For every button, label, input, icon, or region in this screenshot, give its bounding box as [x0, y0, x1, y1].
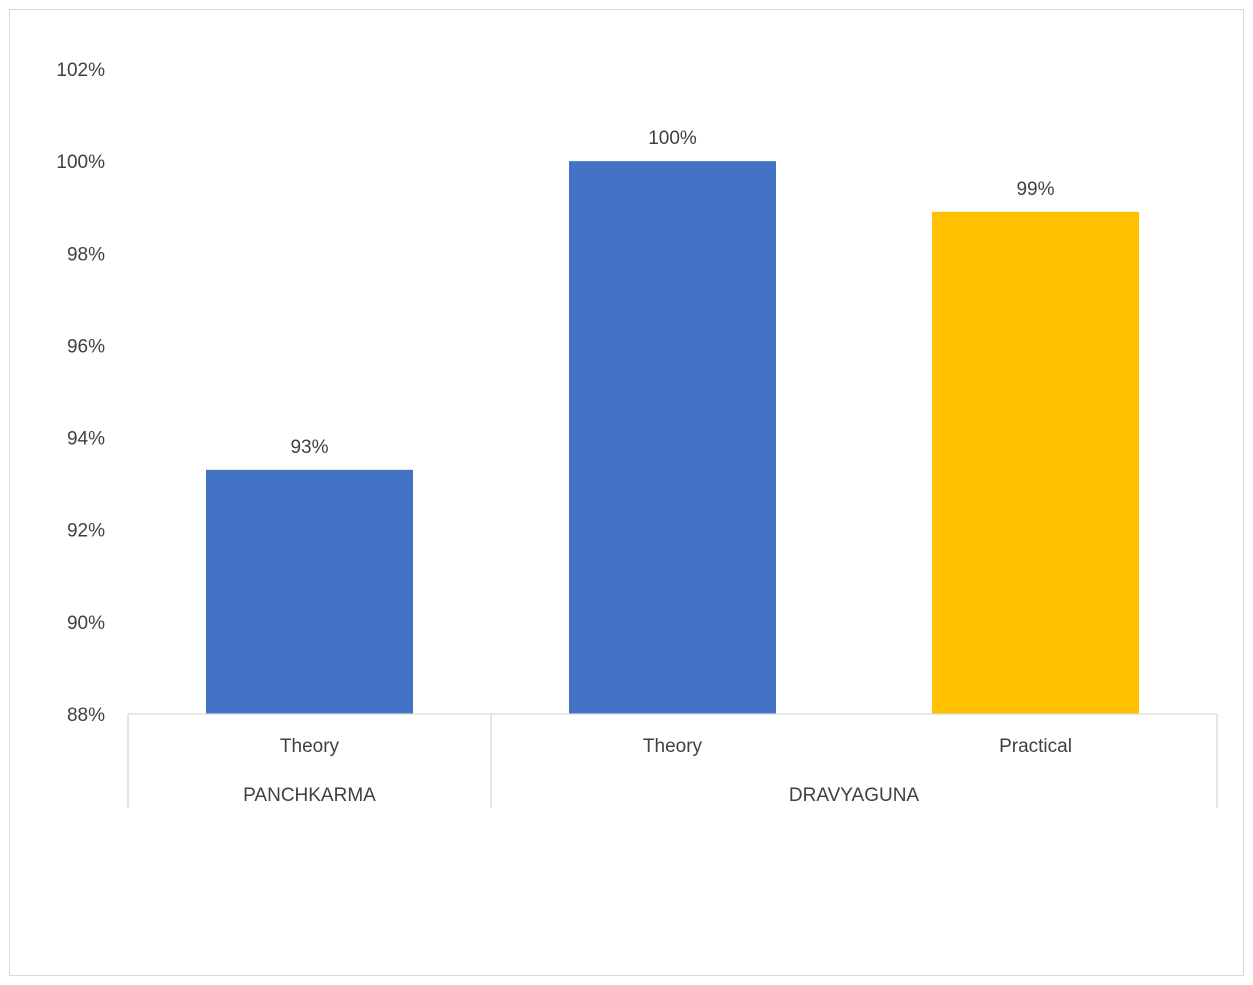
group-label: DRAVYAGUNA: [789, 785, 920, 806]
bar: [932, 211, 1139, 715]
y-tick-label: 98%: [67, 244, 105, 265]
x-tick-label: Practical: [999, 736, 1072, 757]
data-label: 93%: [290, 437, 328, 458]
group-label: PANCHKARMA: [243, 785, 376, 806]
x-tick-label: Theory: [280, 736, 340, 757]
y-tick-label: 90%: [67, 613, 105, 634]
bar: [569, 161, 776, 715]
y-tick-label: 94%: [67, 429, 105, 450]
y-tick-label: 96%: [67, 336, 105, 357]
bar: [206, 469, 413, 714]
y-tick-label: 88%: [67, 705, 105, 726]
x-tick-label: Theory: [643, 736, 703, 757]
y-tick-label: 100%: [56, 152, 105, 173]
y-tick-label: 102%: [56, 60, 105, 81]
data-label: 99%: [1016, 179, 1054, 200]
y-tick-label: 92%: [67, 521, 105, 542]
data-label: 100%: [648, 128, 697, 149]
